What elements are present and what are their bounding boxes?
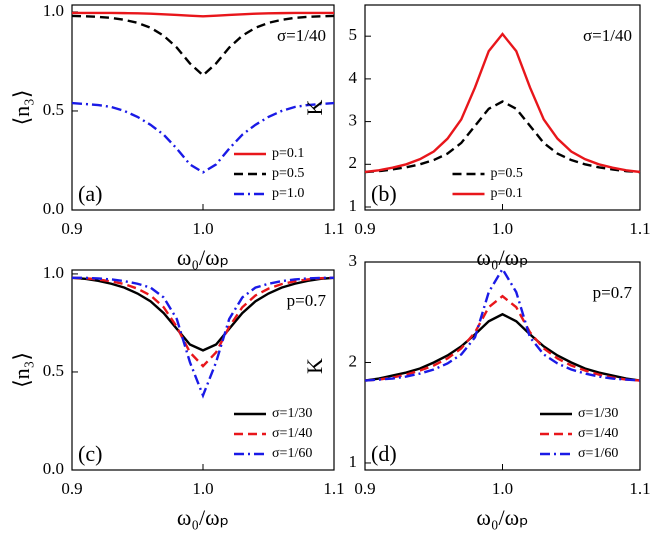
x-axis-label: ω₀/ωₚ [476,505,528,530]
data-line [71,101,335,174]
data-line [364,32,641,174]
data-line [364,100,641,174]
data-line [71,276,335,352]
panel-label: (d) [371,441,397,466]
annotation: p=0.7 [287,291,327,310]
annotation: p=0.7 [593,283,633,302]
x-tick-label: 0.9 [354,479,375,498]
x-tick-label: 1.0 [192,479,213,498]
y-tick-label: 3 [349,111,358,130]
legend-label: p=0.5 [491,166,523,181]
legend-label: p=1.0 [272,186,304,201]
x-tick-label: 1.1 [629,219,650,238]
y-tick-label: 0.5 [43,361,64,380]
y-tick-label: 1 [349,196,358,215]
legend-label: σ=1/30 [578,406,618,421]
y-axis-label: ⟨n₃⟩ [9,90,34,126]
legend-label: σ=1/40 [272,426,312,441]
y-axis-label: K [302,358,327,374]
panel-label: (b) [371,181,397,206]
y-axis-label: ⟨n₃⟩ [9,352,34,388]
x-tick-label: 1.1 [323,479,344,498]
legend-label: p=0.1 [272,146,304,161]
y-tick-label: 2 [349,153,358,172]
legend-label: σ=1/40 [578,426,618,441]
y-tick-label: 0.5 [43,100,64,119]
panel-label: (c) [78,441,102,466]
legend-label: p=0.1 [491,186,523,201]
data-line [364,266,641,382]
legend-label: σ=1/60 [272,446,312,461]
data-line [364,294,641,382]
y-tick-label: 1 [349,452,358,471]
x-axis-label: ω₀/ωₚ [177,245,229,270]
data-line [71,14,335,77]
data-line [72,11,334,18]
panel-label: (a) [78,181,102,206]
x-tick-label: 0.9 [61,479,82,498]
x-tick-label: 0.9 [354,219,375,238]
annotation: σ=1/40 [583,26,632,45]
y-tick-label: 5 [349,25,358,44]
x-axis-label: ω₀/ωₚ [177,505,229,530]
x-axis-label: ω₀/ωₚ [476,245,528,270]
legend-label: σ=1/60 [578,446,618,461]
data-line [71,276,335,368]
y-tick-label: 3 [349,251,358,270]
annotation: σ=1/40 [277,26,326,45]
legend-label: p=0.5 [272,166,304,181]
x-tick-label: 1.0 [492,219,513,238]
y-tick-label: 4 [349,68,358,87]
y-tick-label: 2 [349,351,358,370]
y-tick-label: 0.0 [43,459,64,478]
y-tick-label: 1.0 [43,1,64,20]
x-tick-label: 1.0 [492,479,513,498]
data-line [364,312,641,382]
legend-label: σ=1/30 [272,406,312,421]
data-line [72,276,334,399]
x-tick-label: 0.9 [61,219,82,238]
x-tick-label: 1.1 [323,219,344,238]
y-tick-label: 1.0 [43,263,64,282]
x-tick-label: 1.1 [629,479,650,498]
x-tick-label: 1.0 [192,219,213,238]
y-tick-label: 0.0 [43,199,64,218]
y-axis-label: K [302,99,327,115]
